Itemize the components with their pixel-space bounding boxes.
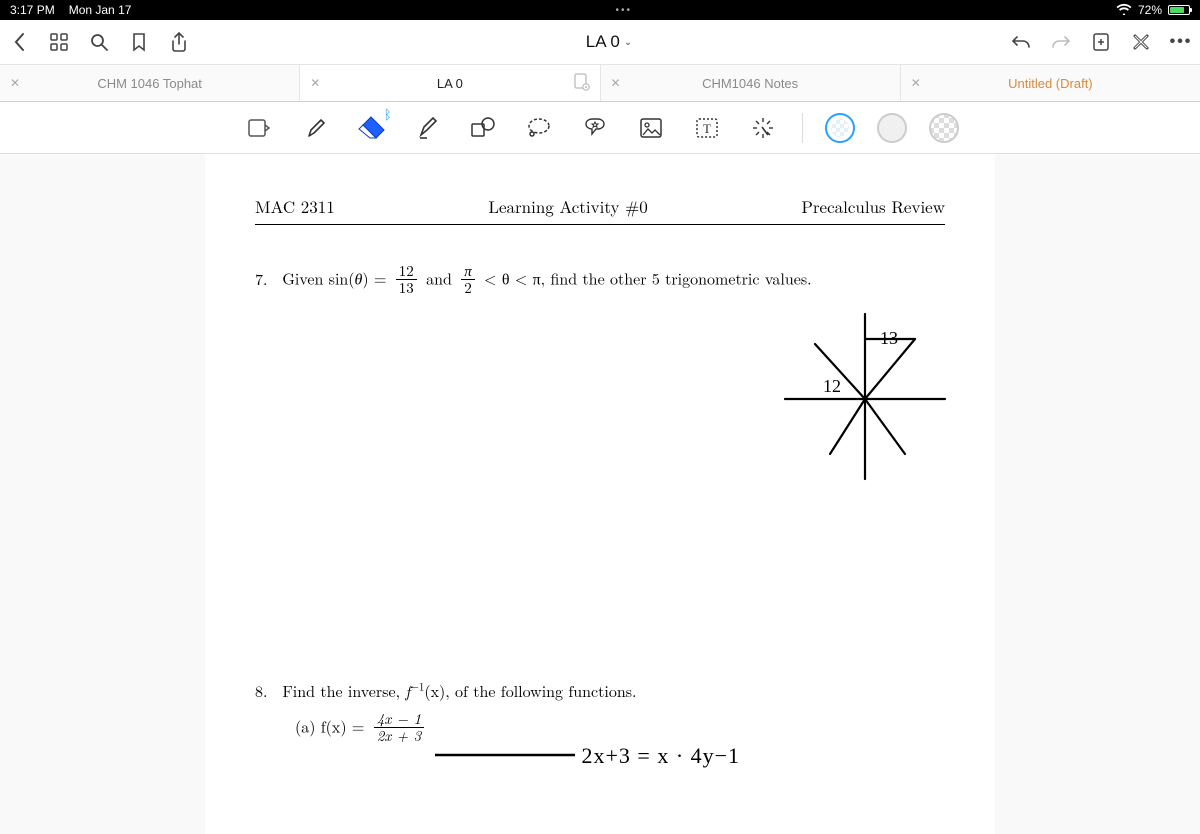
tab-strip: ✕ CHM 1046 Tophat ✕ LA 0 ✕ CHM1046 Notes… — [0, 64, 1200, 102]
q7-text-2: ) = — [362, 267, 391, 290]
back-icon[interactable] — [8, 31, 30, 53]
search-icon[interactable] — [88, 31, 110, 53]
q7-text-1: Given sin( — [282, 267, 354, 290]
fraction-pi-2: π 2 — [461, 263, 475, 296]
denominator: 2x + 3 — [374, 728, 425, 744]
bookmark-icon[interactable] — [128, 31, 150, 53]
course-code: MAC 2311 — [255, 194, 335, 218]
q8-text: Find the inverse, — [282, 679, 405, 702]
bluetooth-icon: ᛒ — [384, 107, 392, 122]
tab-untitled-draft[interactable]: ✕ Untitled (Draft) — [901, 65, 1200, 101]
battery-pct: 72% — [1138, 3, 1162, 17]
pen-tool-icon[interactable] — [298, 111, 332, 145]
ipad-status-bar: 3:17 PM Mon Jan 17 ••• 72% — [0, 0, 1200, 20]
chevron-down-icon[interactable]: ⌄ — [624, 37, 632, 48]
handwriting-triangle: 12 13 — [775, 304, 955, 484]
page-header: MAC 2311 Learning Activity #0 Precalculu… — [255, 194, 945, 225]
shape-tool-icon[interactable] — [466, 111, 500, 145]
color-swatch-selected[interactable] — [825, 113, 855, 143]
q7-rest: < θ < π, find the other 5 trigonometric … — [484, 267, 812, 290]
readonly-icon[interactable] — [242, 111, 276, 145]
share-icon[interactable] — [168, 31, 190, 53]
add-page-icon[interactable] — [1090, 31, 1112, 53]
part-a: (a) f(x) = — [295, 715, 370, 738]
document-canvas[interactable]: MAC 2311 Learning Activity #0 Precalculu… — [0, 154, 1200, 834]
tab-label: CHM1046 Notes — [702, 76, 798, 91]
annot-12: 12 — [823, 376, 841, 396]
tab-chm1046-tophat[interactable]: ✕ CHM 1046 Tophat — [0, 65, 300, 101]
problem-7: 7. Given sin(θ) = 12 13 and π 2 < θ < π,… — [255, 265, 945, 298]
fraction-12-13: 12 13 — [396, 263, 417, 296]
close-icon[interactable]: ✕ — [611, 76, 621, 90]
laser-tool-icon[interactable] — [746, 111, 780, 145]
wifi-icon — [1116, 3, 1132, 18]
highlighter-tool-icon[interactable] — [410, 111, 444, 145]
page-content: MAC 2311 Learning Activity #0 Precalculu… — [205, 154, 995, 834]
q7-mid: and — [426, 267, 457, 290]
browser-chrome: LA 0 ⌄ ••• — [0, 20, 1200, 64]
more-icon[interactable]: ••• — [1170, 31, 1192, 53]
close-icon[interactable]: ✕ — [310, 76, 320, 90]
tab-label: CHM 1046 Tophat — [97, 76, 202, 91]
grid-icon[interactable] — [48, 31, 70, 53]
handwriting-scribble: 2x+3 = x · 4y−1 — [435, 746, 945, 781]
text-tool-icon[interactable]: T — [690, 111, 724, 145]
redo-icon[interactable] — [1050, 31, 1072, 53]
page-settings-icon[interactable] — [574, 73, 590, 94]
svg-text:T: T — [703, 121, 711, 136]
undo-icon[interactable] — [1010, 31, 1032, 53]
lasso-tool-icon[interactable] — [522, 111, 556, 145]
denominator: 2 — [461, 280, 475, 296]
fraction-a: 4x − 1 2x + 3 — [374, 711, 425, 744]
q8-of: (x), of the following functions. — [424, 679, 636, 702]
topic: Precalculus Review — [801, 194, 945, 218]
toolbar-divider — [802, 113, 803, 143]
notes-toolbar: ᛒ T — [0, 102, 1200, 154]
sup: −1 — [410, 679, 424, 694]
status-date: Mon Jan 17 — [69, 3, 132, 17]
page-title[interactable]: LA 0 — [586, 32, 620, 52]
battery-icon — [1168, 5, 1190, 15]
problem-8: 8. Find the inverse, f−1(x), of the foll… — [255, 678, 945, 781]
scribble-text: 2x+3 = x · 4y−1 — [582, 743, 741, 768]
status-center-dots: ••• — [131, 5, 1116, 16]
annot-13: 13 — [880, 328, 898, 348]
q-number: 8. — [255, 678, 277, 704]
tab-chm1046-notes[interactable]: ✕ CHM1046 Notes — [601, 65, 901, 101]
image-tool-icon[interactable] — [634, 111, 668, 145]
color-swatch-2[interactable] — [877, 113, 907, 143]
close-icon[interactable]: ✕ — [10, 76, 20, 90]
tab-label: Untitled (Draft) — [1008, 76, 1093, 91]
favorites-tool-icon[interactable] — [578, 111, 612, 145]
denominator: 13 — [396, 280, 417, 296]
tab-la0[interactable]: ✕ LA 0 — [300, 65, 600, 101]
close-icon[interactable]: ✕ — [911, 76, 921, 90]
close-draw-icon[interactable] — [1130, 31, 1152, 53]
color-swatch-custom[interactable] — [929, 113, 959, 143]
status-time: 3:17 PM — [10, 3, 55, 17]
q-number: 7. — [255, 266, 277, 292]
tab-label: LA 0 — [437, 76, 463, 91]
eraser-tool-icon[interactable]: ᛒ — [354, 111, 388, 145]
activity-title: Learning Activity #0 — [488, 194, 647, 218]
